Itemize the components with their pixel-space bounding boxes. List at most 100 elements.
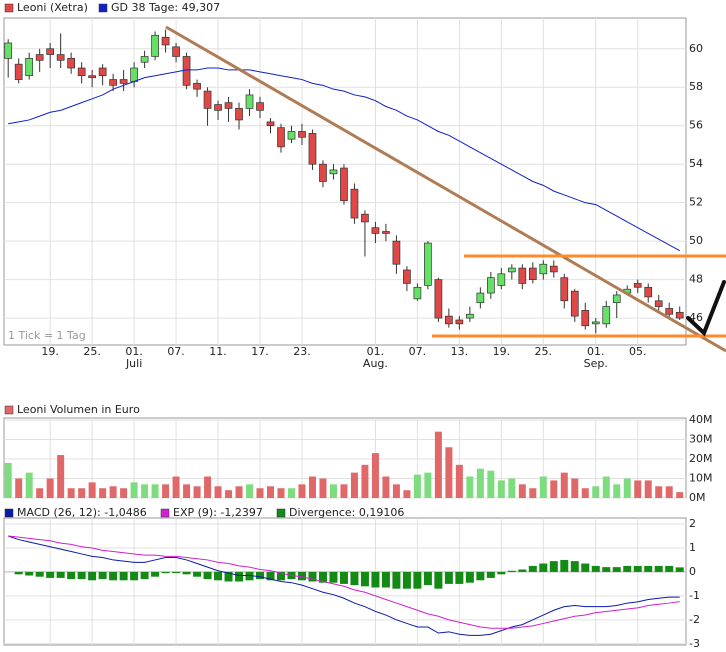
divergence-bar [350, 571, 359, 586]
volume-bar [424, 472, 432, 498]
divergence-bar [486, 571, 495, 578]
candle-body [507, 267, 516, 273]
x-tick-label: 01. [125, 345, 143, 358]
volume-bar [487, 470, 495, 498]
divergence-bar [423, 571, 432, 586]
volume-bar [623, 478, 631, 498]
volume-bar [225, 490, 233, 498]
divergence-bar [654, 565, 663, 572]
candle-body [654, 300, 663, 307]
divergence-bar [119, 571, 128, 581]
candle-body [549, 265, 558, 273]
divergence-bar [413, 571, 422, 589]
candle-body [77, 67, 86, 77]
candle-body [675, 311, 684, 319]
volume-bar [277, 488, 285, 498]
divergence-bar [581, 563, 590, 572]
volume-bar [665, 486, 673, 498]
volume-bar [476, 468, 484, 498]
divergence-bar [161, 571, 170, 574]
candle-body [4, 42, 13, 59]
y-tick-label: 60 [689, 42, 703, 55]
candle-body [602, 306, 611, 325]
x-tick-sublabel: Sep. [584, 357, 608, 370]
divergence-bar [465, 571, 474, 583]
y-tick-label: -1 [689, 589, 700, 602]
legend-swatch [4, 405, 14, 415]
y-tick-label: 56 [689, 119, 703, 132]
candle-body [612, 294, 621, 304]
candle-body [151, 34, 159, 57]
divergence-bar [360, 571, 369, 587]
volume-bar [634, 480, 642, 498]
volume-bar [183, 484, 191, 498]
candle-body [665, 308, 674, 315]
candle-body [130, 67, 138, 82]
volume-bar [214, 486, 222, 498]
volume-bar [361, 464, 369, 498]
divergence-bar [266, 571, 275, 581]
candle-body [361, 213, 369, 223]
y-tick-label: -3 [689, 637, 700, 650]
divergence-bar [67, 571, 76, 580]
legend-label: Leoni (Xetra) [17, 1, 88, 14]
x-tick-sublabel: Juli [125, 357, 142, 370]
volume-bar [350, 472, 358, 498]
divergence-bar [235, 571, 244, 582]
x-tick-label: 07. [409, 345, 427, 358]
candle-body [644, 286, 653, 298]
volume-bar [602, 476, 610, 498]
candle-body [382, 231, 390, 234]
candle-body [287, 131, 296, 140]
x-tick-sublabel: Aug. [363, 357, 388, 370]
volume-bar [256, 488, 264, 498]
volume-bar [130, 482, 138, 498]
candle-body [277, 127, 285, 148]
candle-body [392, 240, 401, 265]
y-tick-label: 50 [689, 234, 703, 247]
divergence-bar [633, 565, 642, 572]
divergence-bar [675, 567, 684, 572]
volume-bar [162, 484, 170, 498]
volume-bar [204, 476, 212, 498]
x-tick-label: 23. [293, 345, 311, 358]
volume-bar [287, 488, 295, 498]
candle-body [266, 121, 275, 127]
candle-body [35, 54, 44, 61]
candle-body [214, 104, 222, 111]
divergence-bar [497, 571, 506, 575]
candle-body [245, 94, 254, 109]
divergence-bar [276, 571, 285, 581]
candle-body [224, 102, 233, 109]
legend-swatch [98, 3, 108, 13]
divergence-bar [109, 571, 118, 581]
annotation: 1 Tick = 1 Tag [8, 329, 86, 342]
divergence-bar [549, 561, 558, 572]
divergence-bar [528, 565, 537, 572]
volume-bar [497, 480, 505, 498]
volume-bar [25, 472, 33, 498]
volume-bar [329, 484, 337, 498]
candle-body [14, 63, 23, 80]
candle-body [424, 242, 432, 286]
candle-body [518, 267, 527, 284]
divergence-bar [539, 563, 548, 572]
y-tick-label: 54 [689, 157, 703, 170]
x-tick-label: 19. [493, 345, 511, 358]
divergence-bar [602, 567, 611, 572]
divergence-bar [77, 571, 86, 580]
candle-body [371, 227, 380, 234]
divergence-bar [46, 571, 55, 578]
divergence-bar [381, 571, 390, 588]
divergence-bar [25, 571, 34, 576]
divergence-bar [256, 571, 265, 580]
divergence-bar [623, 565, 632, 572]
candle-body [25, 58, 34, 77]
volume-bar [193, 486, 201, 498]
y-tick-label: 52 [689, 196, 703, 209]
volume-bar [36, 488, 44, 498]
divergence-bar [88, 571, 97, 581]
volume-bar [308, 476, 316, 498]
y-tick-label: 48 [689, 273, 703, 286]
